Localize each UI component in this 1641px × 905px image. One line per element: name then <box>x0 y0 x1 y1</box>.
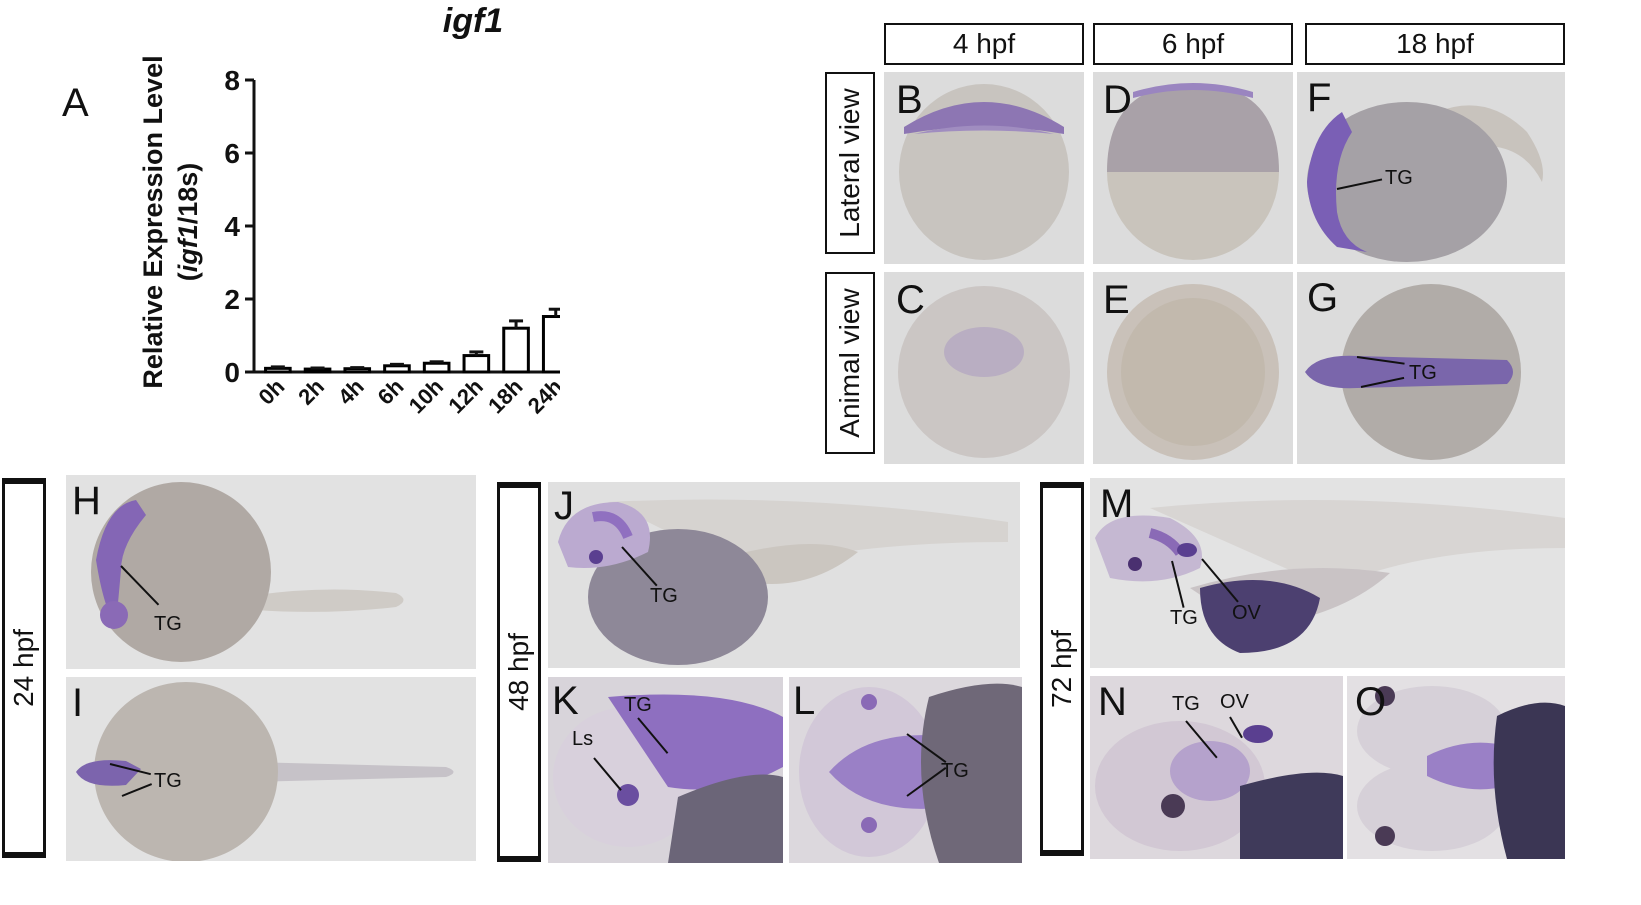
bar-chart: A igf1 Relative Expression Level (igf1/1… <box>62 2 560 418</box>
bar-10h <box>422 361 451 374</box>
panel-label-k: K <box>552 679 579 723</box>
header-6hpf: 6 hpf <box>1093 23 1293 65</box>
panel-label-m: M <box>1100 482 1134 526</box>
row-label-animal: Animal view <box>825 272 875 454</box>
panel-label-b: B <box>896 78 923 122</box>
panel-n-image: N TG OV <box>1090 676 1343 859</box>
panel-label-l: L <box>793 679 816 723</box>
tg-label-i: TG <box>154 770 182 792</box>
panel-label-o: O <box>1355 680 1387 724</box>
tg-label-l: TG <box>941 760 969 782</box>
stage-label-72hpf-text: 72 hpf <box>1046 630 1077 708</box>
row-label-lateral: Lateral view <box>825 72 875 254</box>
bar-0h <box>264 366 292 374</box>
panel-e-image: E <box>1093 272 1293 464</box>
panel-label-n: N <box>1098 680 1127 724</box>
panel-c-image: C <box>884 272 1084 464</box>
ov-label-n: OV <box>1220 691 1249 713</box>
panel-label-f: F <box>1307 76 1332 120</box>
panel-label-g: G <box>1307 276 1339 320</box>
panel-l-image: L TG <box>789 677 1022 863</box>
panel-label-d: D <box>1103 78 1132 122</box>
panel-j-image: J TG <box>548 482 1020 668</box>
header-18hpf: 18 hpf <box>1305 23 1565 65</box>
panel-label-h: H <box>72 479 101 523</box>
stage-label-24hpf-text: 24 hpf <box>8 629 39 707</box>
bar-12h <box>462 354 491 374</box>
row-label-animal-text: Animal view <box>834 288 865 438</box>
y-tick-label: 4 <box>224 211 240 242</box>
tg-label-k: TG <box>624 694 652 716</box>
y-tick-label: 2 <box>224 284 240 315</box>
bar-18h <box>502 326 530 374</box>
y-axis-label-line1: Relative Expression Level <box>138 55 168 388</box>
panel-label-j: J <box>554 484 574 528</box>
x-tick-label-24h: 24h <box>523 374 560 418</box>
tg-label-n: TG <box>1172 693 1200 715</box>
panel-g-image: G TG <box>1297 272 1565 464</box>
bar-4h <box>343 367 372 374</box>
tg-label-m: TG <box>1170 607 1198 629</box>
x-tick-label-6h: 6h <box>373 374 409 410</box>
x-tick-label-10h: 10h <box>404 374 448 418</box>
panel-o-image: O <box>1347 676 1565 859</box>
panel-i-image: I TG <box>66 677 476 861</box>
tg-label-g: TG <box>1409 362 1437 384</box>
panel-b-image: B <box>884 72 1084 264</box>
panel-label-e: E <box>1103 278 1130 322</box>
tg-label-f: TG <box>1385 167 1413 189</box>
panel-label-a: A <box>62 81 89 125</box>
panel-d-image: D <box>1093 72 1293 264</box>
panel-label-c: C <box>896 278 925 322</box>
tg-label-h: TG <box>154 613 182 635</box>
bar-6h <box>383 364 411 374</box>
panel-f-image: F TG <box>1297 72 1565 264</box>
y-tick-label: 8 <box>224 65 240 96</box>
panel-label-i: I <box>72 681 84 725</box>
x-tick-label-18h: 18h <box>483 374 527 418</box>
x-tick-label-12h: 12h <box>443 374 487 418</box>
x-tick-label-4h: 4h <box>333 374 369 410</box>
ls-label-k: Ls <box>572 728 594 750</box>
bar-2h <box>303 367 332 374</box>
y-tick-label: 0 <box>224 357 240 388</box>
stage-label-48hpf-text: 48 hpf <box>503 633 534 711</box>
panel-h-image: H TG <box>66 475 476 669</box>
bar-24h <box>541 315 560 374</box>
y-axis-label-line2: (igf1/18s) <box>173 163 203 282</box>
panel-m-image: M TG OV <box>1090 478 1565 668</box>
ov-label-m: OV <box>1232 602 1261 624</box>
stage-label-24hpf: 24 hpf <box>2 478 46 858</box>
row-label-lateral-text: Lateral view <box>834 88 865 238</box>
header-4hpf: 4 hpf <box>884 23 1084 65</box>
panel-k-image: K Ls TG <box>548 677 783 863</box>
x-tick-label-2h: 2h <box>293 374 329 410</box>
chart-title: igf1 <box>443 2 503 40</box>
tg-label-j: TG <box>650 585 678 607</box>
stage-label-72hpf: 72 hpf <box>1040 482 1084 856</box>
stage-label-48hpf: 48 hpf <box>497 482 541 862</box>
x-tick-label-0h: 0h <box>254 374 290 410</box>
y-tick-label: 6 <box>224 138 240 169</box>
